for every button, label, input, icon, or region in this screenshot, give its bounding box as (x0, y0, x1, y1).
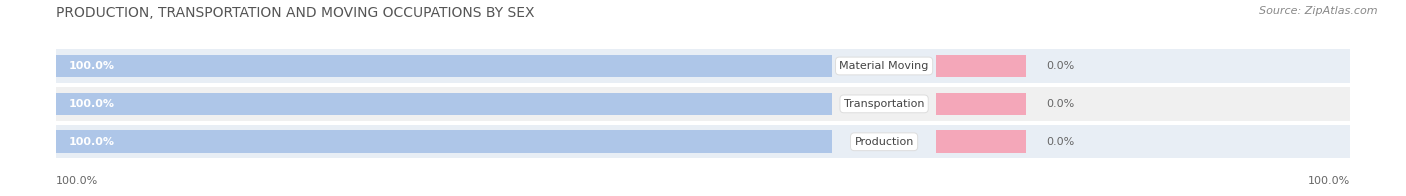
Bar (56, 87, 1350, 121)
Bar (56, 93, 832, 115)
Text: 0.0%: 0.0% (1046, 99, 1074, 109)
Text: Production: Production (855, 137, 914, 147)
Bar (936, 93, 1026, 115)
Text: 100.0%: 100.0% (69, 61, 115, 71)
Bar (936, 55, 1026, 77)
Bar (56, 130, 832, 153)
Text: Source: ZipAtlas.com: Source: ZipAtlas.com (1260, 6, 1378, 16)
Bar (936, 130, 1026, 153)
Text: Transportation: Transportation (844, 99, 924, 109)
Text: 100.0%: 100.0% (56, 176, 98, 186)
Bar (56, 125, 1350, 158)
Text: Material Moving: Material Moving (839, 61, 929, 71)
Bar (56, 49, 1350, 83)
Text: 0.0%: 0.0% (1046, 137, 1074, 147)
Text: 100.0%: 100.0% (1308, 176, 1350, 186)
Bar (56, 55, 832, 77)
Text: PRODUCTION, TRANSPORTATION AND MOVING OCCUPATIONS BY SEX: PRODUCTION, TRANSPORTATION AND MOVING OC… (56, 6, 534, 20)
Text: 100.0%: 100.0% (69, 99, 115, 109)
Text: 0.0%: 0.0% (1046, 61, 1074, 71)
Text: 100.0%: 100.0% (69, 137, 115, 147)
